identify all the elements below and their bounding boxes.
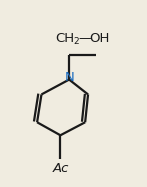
Text: N: N	[64, 71, 74, 84]
Text: —: —	[78, 32, 91, 45]
Text: 2: 2	[73, 37, 78, 46]
Text: Ac: Ac	[52, 162, 69, 175]
Text: OH: OH	[90, 32, 110, 45]
Text: CH: CH	[55, 32, 74, 45]
